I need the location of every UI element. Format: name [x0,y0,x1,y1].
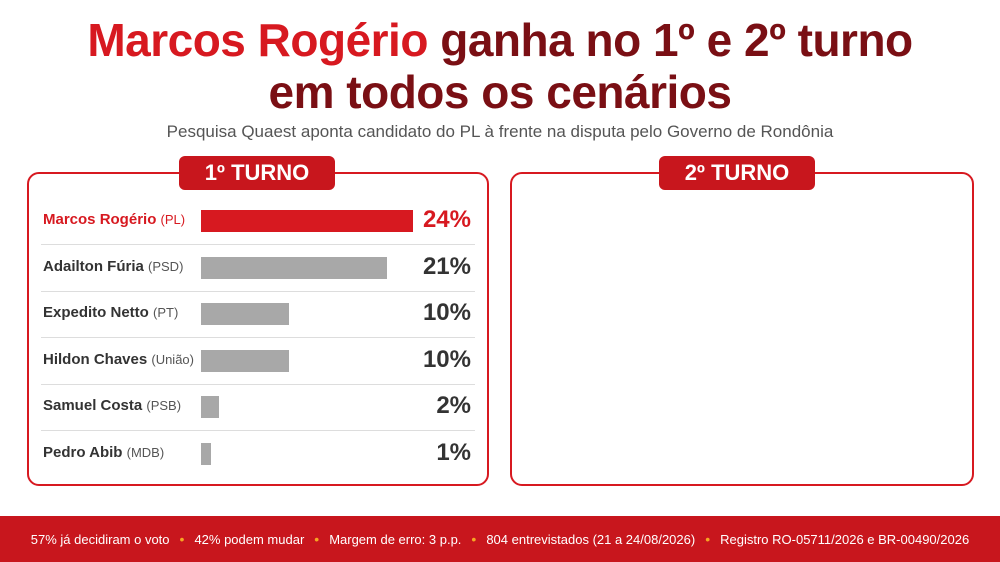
second-round-panel: 2º TURNO [510,156,974,486]
candidate-name: Marcos Rogério (PL) [43,211,185,228]
footer-separator: • [705,531,711,547]
candidate-party: (PL) [160,212,186,227]
vote-percent: 2% [436,392,471,419]
footer-item: 804 entrevistados (21 a 24/08/2026) [486,531,696,547]
vote-bar [201,442,211,465]
candidate-party: (PSD) [148,258,184,274]
candidate-name: Adailton Fúria (PSD) [43,258,183,275]
first-round-row: Hildon Chaves (União) 10% [41,338,475,385]
vote-bar [201,256,387,279]
candidate-name: Pedro Abib (MDB) [43,444,164,461]
footer-item: 42% podem mudar [194,531,305,547]
first-round-row: Expedito Netto (PT) 10% [41,291,475,338]
vote-percent: 24% [422,206,471,233]
candidate-name: Samuel Costa (PSB) [43,397,181,414]
candidate-party: (PSB) [146,398,182,413]
headline-line-1: Marcos Rogério ganha no 1º e 2º turno [0,14,1000,66]
footer-item: Registro RO-05711/2026 e BR-00490/2026 [720,531,970,547]
candidate-party: (MDB) [126,444,165,460]
candidate-name-text: Adailton Fúria [43,257,144,275]
footer-separator: • [314,531,320,547]
candidate-party: (União) [151,351,194,367]
candidate-name: Hildon Chaves (União) [43,351,194,368]
candidate-name: Expedito Netto (PT) [43,304,178,321]
footer-item: 57% já decidiram o voto [30,531,170,547]
candidate-name-text: Hildon Chaves [43,350,148,368]
candidate-name-text: Expedito Netto [43,304,149,321]
footer-bar: 57% já decidiram o voto • 42% podem mudar •… [0,516,1000,562]
vote-percent: 21% [422,252,471,280]
first-round-title: 1º TURNO [179,156,335,190]
first-round-row: Pedro Abib (MDB) 1% [41,431,475,477]
first-round-panel: 1º TURNO Marcos Rogério (PL) 24% Adailton … [27,156,489,486]
vote-percent: 1% [436,438,471,466]
footer-separator: • [471,531,477,547]
headline-highlight: Marcos Rogério [87,14,428,66]
candidate-name-text: Marcos Rogério [43,211,157,228]
vote-percent: 10% [422,299,471,326]
vote-bar [201,396,219,418]
headline-rest: ganha no 1º e 2º turno [427,14,913,66]
candidate-name-text: Pedro Abib [43,443,123,461]
candidate-name-text: Samuel Costa [43,397,143,414]
vote-bar [201,303,290,325]
first-round-row: Marcos Rogério (PL) 24% [41,198,475,245]
vote-bar [201,349,290,372]
footer-separator: • [179,531,185,547]
vote-bar [201,210,413,232]
headline-line-2: em todos os cenários [268,66,732,118]
footer-item: Margem de erro: 3 p.p. [329,531,462,547]
candidate-party: (PT) [153,305,179,320]
second-round-title: 2º TURNO [659,156,815,190]
vote-percent: 10% [422,345,471,373]
subtitle: Pesquisa Quaest aponta candidato do PL à… [166,122,834,141]
first-round-row: Samuel Costa (PSB) 2% [41,384,475,431]
first-round-row: Adailton Fúria (PSD) 21% [41,245,475,292]
